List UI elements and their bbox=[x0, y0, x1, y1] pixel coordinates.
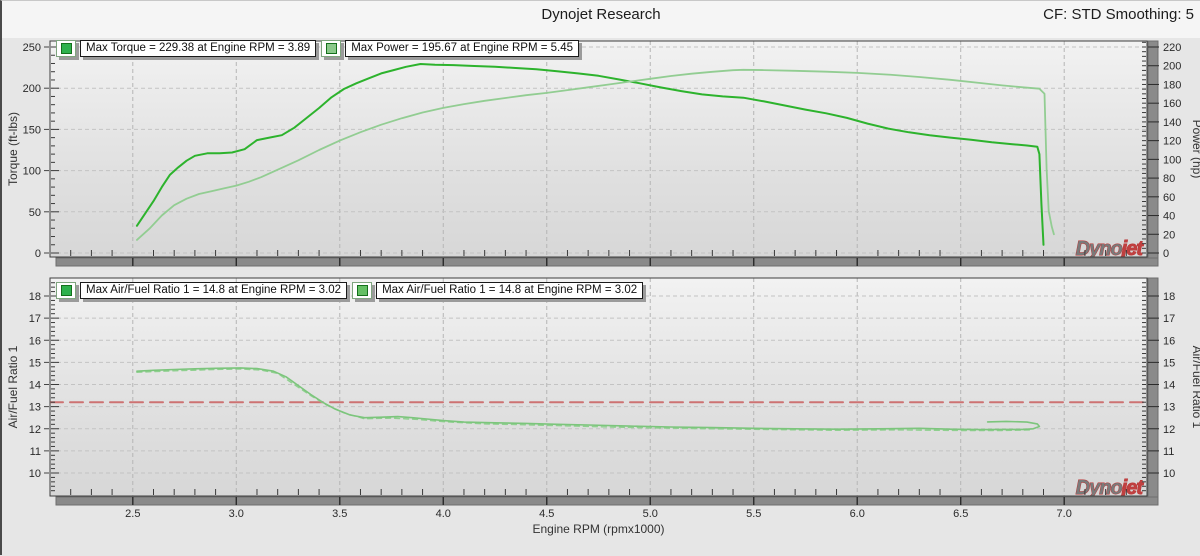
left-axis-tick-label: 14 bbox=[29, 380, 41, 392]
x-axis-tick-label: 5.5 bbox=[746, 508, 761, 520]
torque-curve bbox=[135, 63, 1045, 246]
legend-entry[interactable]: Max Power = 195.67 at Engine RPM = 5.45 bbox=[321, 40, 580, 57]
left-axis-tick-label: 12 bbox=[29, 424, 41, 436]
right-axis-title: Air/Fuel Ratio 1 bbox=[1190, 346, 1200, 429]
left-axis-tick-label: 250 bbox=[23, 42, 41, 54]
left-axis-tick-label: 17 bbox=[29, 313, 41, 325]
right-axis-tick-label: 0 bbox=[1163, 248, 1169, 260]
dynojet-watermark-logo: Dynojet bbox=[1076, 477, 1145, 499]
air-fuel-ratio-chart[interactable]: Dynojet101112131415161718101112131415161… bbox=[2, 276, 1200, 556]
right-axis-tick-label: 120 bbox=[1163, 136, 1181, 148]
legend-swatch-box bbox=[56, 282, 76, 299]
series-group bbox=[50, 367, 1147, 432]
left-axis-title: Air/Fuel Ratio 1 bbox=[6, 345, 20, 428]
legend-entry[interactable]: Max Air/Fuel Ratio 1 = 14.8 at Engine RP… bbox=[56, 282, 348, 299]
air-fuel-ratio-chart-legend: Max Air/Fuel Ratio 1 = 14.8 at Engine RP… bbox=[56, 282, 644, 299]
right-axis-tick-label: 100 bbox=[1163, 154, 1181, 166]
left-axis-tick-label: 100 bbox=[23, 166, 41, 178]
legend-swatch bbox=[60, 43, 72, 54]
legend-swatch bbox=[60, 285, 72, 296]
x-axis-tick-label: 3.0 bbox=[229, 508, 244, 520]
torque-power-chart-legend: Max Torque = 229.38 at Engine RPM = 3.89… bbox=[56, 40, 580, 57]
afr-reference-curve bbox=[136, 368, 1034, 432]
plot-frame bbox=[49, 40, 1148, 258]
x-axis-tick-label: 6.0 bbox=[850, 508, 865, 520]
x-axis-tick-label: 6.5 bbox=[953, 508, 968, 520]
legend-entry[interactable]: Max Torque = 229.38 at Engine RPM = 3.89 bbox=[56, 40, 317, 57]
afr-curve bbox=[136, 367, 1041, 431]
legend-swatch bbox=[325, 43, 337, 54]
legend-swatch-box bbox=[56, 40, 76, 57]
power-curve bbox=[135, 68, 1055, 241]
left-axis-tick-label: 13 bbox=[29, 402, 41, 414]
x-axis-tick-label: 4.5 bbox=[539, 508, 554, 520]
legend-swatch-box bbox=[321, 40, 342, 57]
x-axis-tick-label: 4.0 bbox=[436, 508, 451, 520]
x-axis-tick-label: 2.5 bbox=[125, 508, 140, 520]
minor-tick-combs bbox=[51, 41, 1146, 256]
left-axis-tick-label: 0 bbox=[35, 248, 41, 260]
right-axis-tick-label: 160 bbox=[1163, 98, 1181, 110]
right-axis-tick-label: 220 bbox=[1163, 42, 1181, 54]
right-axis-tick-label: 10 bbox=[1163, 468, 1175, 480]
right-axis-tick-label: 17 bbox=[1163, 313, 1175, 325]
tick-labels: 0 50 100 150 200 250 0 20 40 60 80 100 120 140 160 180 2… bbox=[23, 42, 1182, 260]
x-axis-bar bbox=[55, 496, 1159, 506]
legend-label: Max Power = 195.67 at Engine RPM = 5.45 bbox=[345, 40, 580, 57]
dynojet-watermark-logo: Dynojet bbox=[1076, 238, 1145, 260]
left-axis-title: Torque (ft-lbs) bbox=[6, 112, 20, 186]
minor-tick-combs bbox=[51, 282, 1146, 495]
right-axis-tick-label: 80 bbox=[1163, 173, 1175, 185]
series-group bbox=[135, 63, 1055, 246]
legend-label: Max Air/Fuel Ratio 1 = 14.8 at Engine RP… bbox=[376, 282, 644, 299]
report-title: Dynojet Research bbox=[541, 6, 661, 23]
left-axis-tick-label: 50 bbox=[29, 207, 41, 219]
plot-background bbox=[50, 41, 1147, 257]
right-axis-bar bbox=[1147, 277, 1159, 506]
x-axis-tick-label: 3.5 bbox=[332, 508, 347, 520]
tick-labels: 10 11 12 13 14 15 16 17 18 10 11 12 13 14 15 16 17 18 2.5 3… bbox=[29, 291, 1176, 520]
legend-swatch-box bbox=[352, 282, 373, 299]
title-bar: Dynojet Research CF: STD Smoothing: 5 bbox=[2, 1, 1200, 38]
right-axis-tick-label: 11 bbox=[1163, 446, 1174, 458]
legend-label: Max Torque = 229.38 at Engine RPM = 3.89 bbox=[80, 40, 317, 57]
x-axis-bar bbox=[55, 257, 1159, 267]
left-axis-tick-label: 16 bbox=[29, 335, 41, 347]
right-axis-tick-label: 18 bbox=[1163, 291, 1175, 303]
right-axis-tick-label: 60 bbox=[1163, 192, 1175, 204]
left-axis-tick-label: 150 bbox=[23, 124, 41, 136]
left-axis-tick-label: 200 bbox=[23, 83, 41, 95]
right-axis-title: Power (hp) bbox=[1190, 120, 1200, 179]
right-axis-tick-label: 140 bbox=[1163, 117, 1181, 129]
right-axis-bar bbox=[1147, 40, 1159, 267]
left-axis-tick-label: 10 bbox=[29, 468, 41, 480]
plot-background bbox=[50, 278, 1147, 496]
right-axis-tick-label: 40 bbox=[1163, 211, 1175, 223]
left-axis-tick-label: 11 bbox=[30, 446, 41, 458]
right-axis-tick-label: 13 bbox=[1163, 402, 1175, 414]
right-axis-tick-label: 200 bbox=[1163, 61, 1181, 73]
right-axis-tick-label: 15 bbox=[1163, 357, 1175, 369]
x-axis-tick-label: 7.0 bbox=[1057, 508, 1072, 520]
left-axis-tick-label: 18 bbox=[29, 291, 41, 303]
x-axis-title: Engine RPM (rpmx1000) bbox=[532, 522, 664, 536]
legend-swatch bbox=[356, 285, 368, 296]
legend-label: Max Air/Fuel Ratio 1 = 14.8 at Engine RP… bbox=[80, 282, 348, 299]
torque-power-chart[interactable]: Dynojet 0 50 100 150 200 250 0 20 40 60 80 100 120 140… bbox=[2, 39, 1200, 269]
plot-frame bbox=[49, 277, 1148, 497]
x-axis-tick-label: 5.0 bbox=[643, 508, 658, 520]
right-axis-tick-label: 20 bbox=[1163, 229, 1175, 241]
legend-entry[interactable]: Max Air/Fuel Ratio 1 = 14.8 at Engine RP… bbox=[352, 282, 644, 299]
correction-smoothing-info: CF: STD Smoothing: 5 bbox=[1043, 6, 1194, 23]
right-axis-tick-label: 16 bbox=[1163, 335, 1175, 347]
right-axis-tick-label: 12 bbox=[1163, 424, 1175, 436]
right-axis-tick-label: 180 bbox=[1163, 79, 1181, 91]
right-axis-tick-label: 14 bbox=[1163, 380, 1175, 392]
left-axis-tick-label: 15 bbox=[29, 357, 41, 369]
